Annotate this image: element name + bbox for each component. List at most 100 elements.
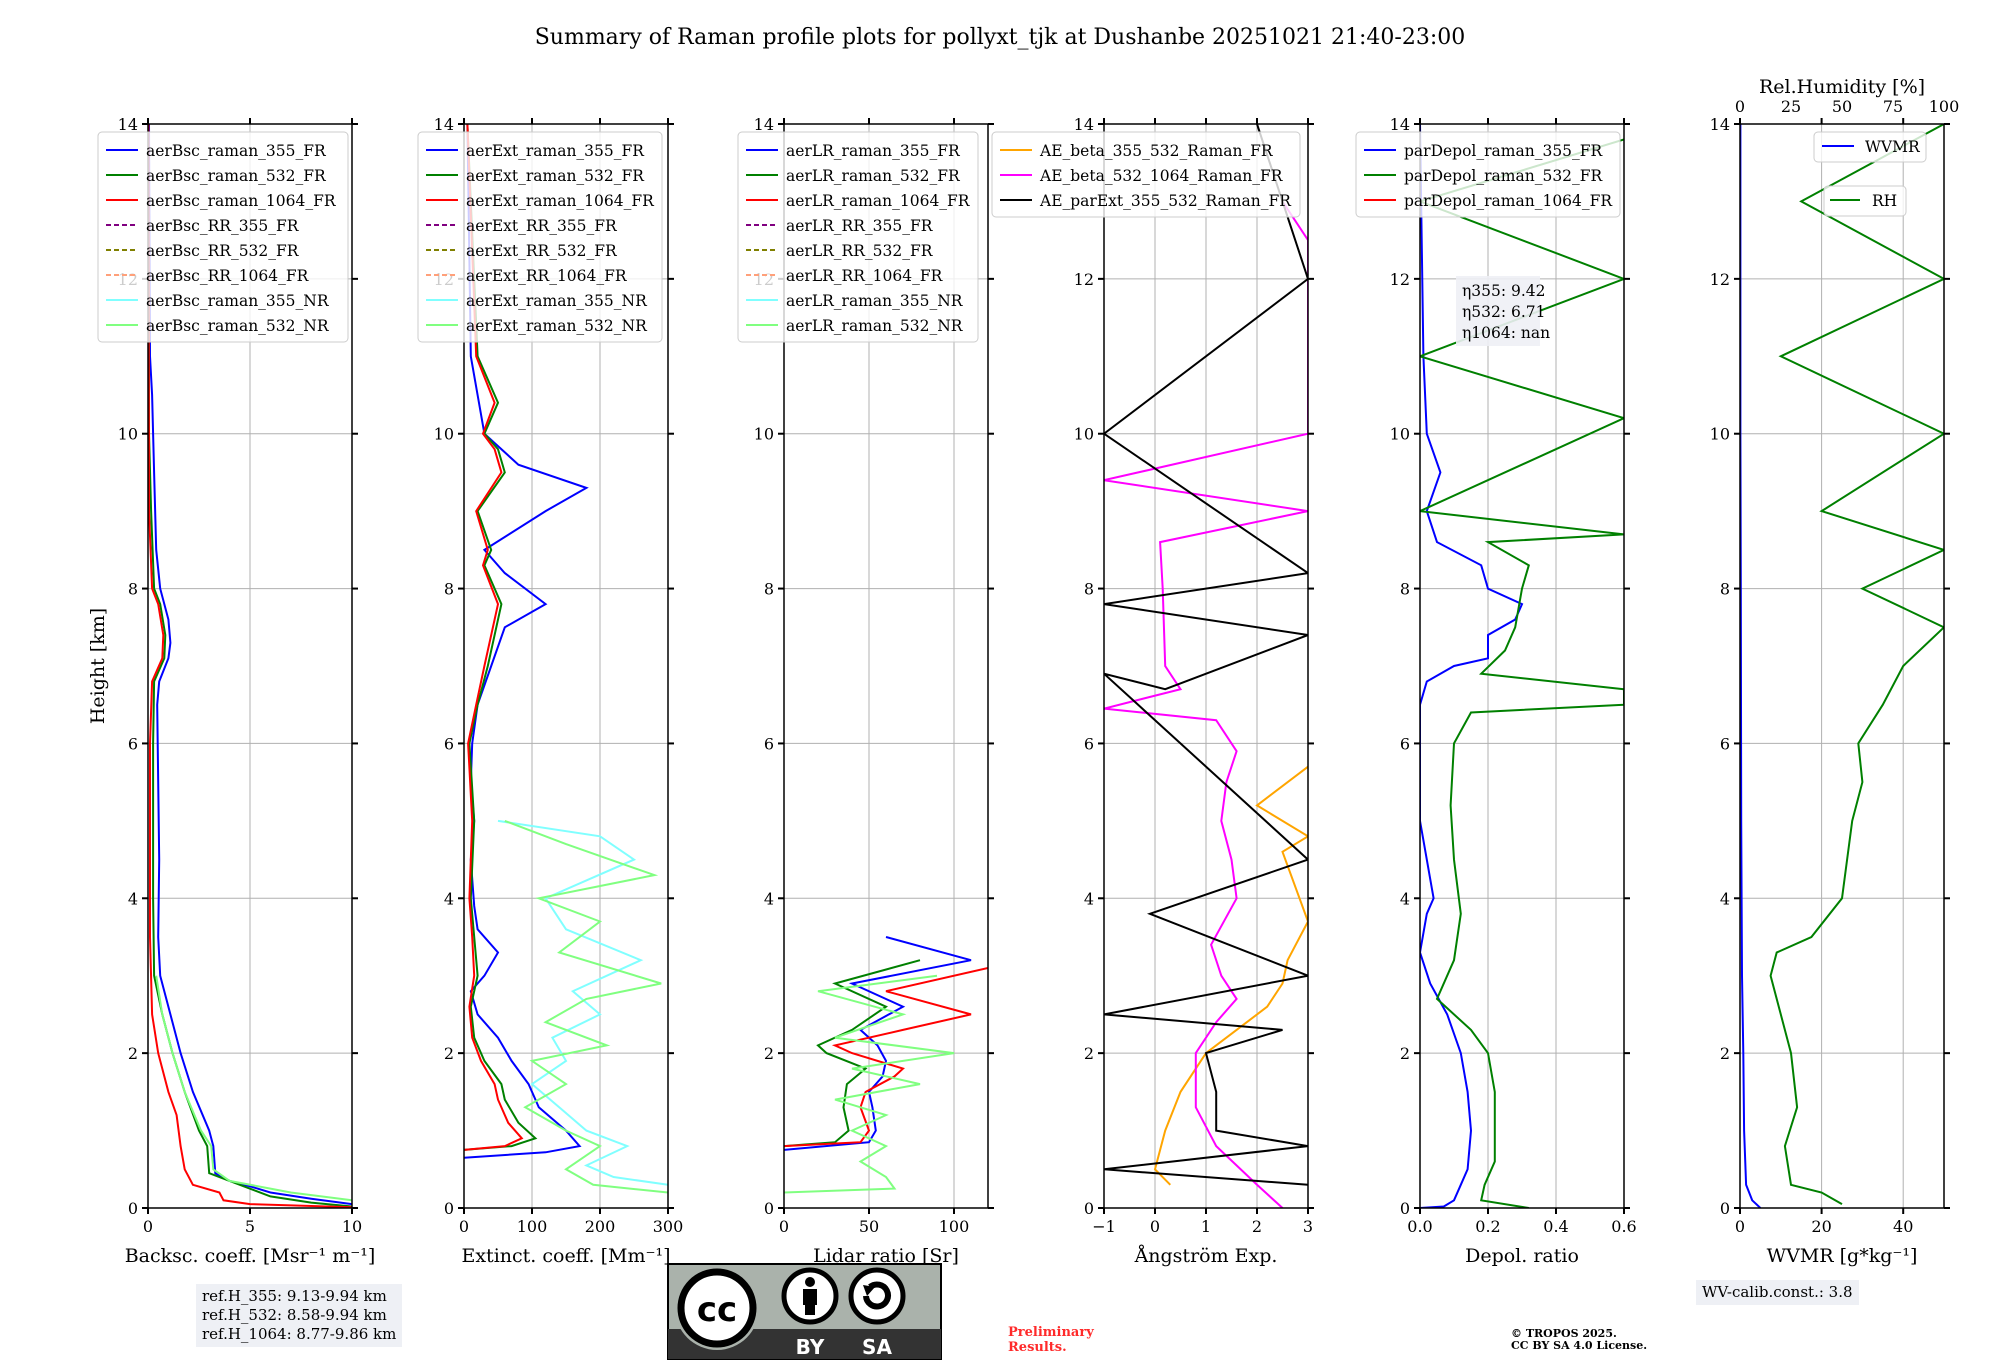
legend-box bbox=[97, 131, 349, 343]
y-tick-label: 4 bbox=[1084, 889, 1094, 908]
legend-label: aerExt_raman_532_NR bbox=[466, 317, 648, 335]
legend-label: AE_beta_532_1064_Raman_FR bbox=[1039, 167, 1284, 185]
x-tick-label: 200 bbox=[585, 1217, 616, 1236]
panel-lidar_ratio: 05010002468101214Lidar ratio [Sr]aerLR_r… bbox=[737, 115, 994, 1267]
legend-label: aerLR_raman_355_NR bbox=[786, 292, 964, 310]
y-tick-label: 6 bbox=[444, 734, 454, 753]
legend-label: AE_parExt_355_532_Raman_FR bbox=[1039, 192, 1292, 210]
y-tick-label: 12 bbox=[1074, 270, 1094, 289]
axes-frame bbox=[463, 123, 669, 1209]
legend-label: aerExt_raman_532_FR bbox=[466, 167, 645, 185]
x-tick-label: 300 bbox=[653, 1217, 684, 1236]
y-tick-label: 10 bbox=[754, 425, 774, 444]
series-line-AE_beta_532_1064_Raman_FR bbox=[1104, 200, 1308, 1208]
series-line-aerLR_raman_355_FR bbox=[784, 936, 972, 1151]
svg-text:cc: cc bbox=[697, 1290, 737, 1330]
legend-label: aerLR_raman_532_FR bbox=[786, 167, 961, 185]
cc-by-sa-badge: cc BY SA bbox=[667, 1263, 942, 1360]
y-tick-label: 8 bbox=[1400, 580, 1410, 599]
legend-label: aerBsc_RR_532_FR bbox=[146, 242, 300, 260]
legend-angstrom: AE_beta_355_532_Raman_FR AE_beta_532_1064… bbox=[991, 131, 1301, 218]
preliminary-results-note: Preliminary Results. bbox=[1008, 1325, 1094, 1355]
series-group bbox=[1104, 124, 1308, 1208]
y-tick-label: 0 bbox=[128, 1199, 138, 1218]
series-line-aerLR_raman_532_FR bbox=[784, 959, 921, 1148]
legend-label: aerBsc_raman_532_FR bbox=[146, 167, 327, 185]
legend-label: aerExt_RR_355_FR bbox=[466, 217, 618, 235]
legend-label: aerBsc_RR_355_FR bbox=[146, 217, 300, 235]
legend-label: aerBsc_raman_355_FR bbox=[146, 142, 327, 160]
y-tick-label: 2 bbox=[128, 1044, 138, 1063]
y-tick-label: 14 bbox=[1390, 115, 1410, 134]
x-tick-label: 0.4 bbox=[1543, 1217, 1568, 1236]
x2-tick-label: 50 bbox=[1832, 97, 1852, 116]
y-tick-label: 14 bbox=[1074, 115, 1094, 134]
series-group bbox=[148, 124, 352, 1208]
legend-label: aerLR_raman_1064_FR bbox=[786, 192, 971, 210]
annotation-box bbox=[1456, 276, 1540, 346]
series-line-aerExt_raman_532_FR bbox=[464, 124, 538, 1151]
legend-label: parDepol_raman_355_FR bbox=[1404, 142, 1604, 160]
x-axis-label: Backsc. coeff. [Msr⁻¹ m⁻¹] bbox=[125, 1245, 376, 1267]
series-group bbox=[464, 124, 668, 1194]
series-line-RH bbox=[1769, 124, 1944, 1205]
y-tick-label: 0 bbox=[444, 1199, 454, 1218]
y-tick-label: 8 bbox=[128, 580, 138, 599]
y-tick-label: 6 bbox=[764, 734, 774, 753]
axes-frame bbox=[1739, 123, 1945, 1209]
y-tick-label: 8 bbox=[1720, 580, 1730, 599]
annotation-line: η532: 6.71 bbox=[1462, 303, 1546, 321]
legend-backscatter: aerBsc_raman_355_FR aerBsc_raman_532_FRae… bbox=[97, 131, 349, 343]
series-line-aerExt_raman_532_NR bbox=[504, 819, 668, 1194]
x2-tick-label: 0 bbox=[1735, 97, 1745, 116]
x-axis-label: Extinct. coeff. [Mm⁻¹] bbox=[461, 1245, 670, 1267]
y-tick-label: 0 bbox=[1084, 1199, 1094, 1218]
x2-tick-label: 75 bbox=[1883, 97, 1903, 116]
y-tick-label: 10 bbox=[434, 425, 454, 444]
legend-label: parDepol_raman_1064_FR bbox=[1404, 192, 1613, 210]
annotation-line: η1064: nan bbox=[1462, 324, 1550, 342]
legend-label: parDepol_raman_532_FR bbox=[1404, 167, 1604, 185]
legend-label: aerBsc_RR_1064_FR bbox=[146, 267, 310, 285]
y-tick-label: 4 bbox=[1720, 889, 1730, 908]
legend-label: aerExt_raman_1064_FR bbox=[466, 192, 655, 210]
x-tick-label: 20 bbox=[1811, 1217, 1831, 1236]
legend-label: aerBsc_raman_355_NR bbox=[146, 292, 330, 310]
legend-label: aerBsc_raman_532_NR bbox=[146, 317, 330, 335]
x-axis-label: Depol. ratio bbox=[1465, 1245, 1579, 1267]
y-tick-label: 2 bbox=[444, 1044, 454, 1063]
copyright-line-1: © TROPOS 2025. bbox=[1511, 1327, 1617, 1340]
y-tick-label: 6 bbox=[128, 734, 138, 753]
reference-height-box: ref.H_355: 9.13-9.94 km ref.H_532: 8.58-… bbox=[196, 1284, 403, 1347]
legend-label: RH bbox=[1872, 192, 1897, 210]
y-tick-label: 0 bbox=[1720, 1199, 1730, 1218]
legend-rh: RH bbox=[1823, 185, 1907, 217]
x-tick-label: 0.6 bbox=[1611, 1217, 1636, 1236]
x-tick-label: 3 bbox=[1303, 1217, 1313, 1236]
panel-extinction: 010020030002468101214Extinct. coeff. [Mm… bbox=[417, 115, 684, 1267]
legend-label: aerLR_raman_532_NR bbox=[786, 317, 964, 335]
legend-label: aerExt_RR_532_FR bbox=[466, 242, 618, 260]
series-group bbox=[784, 936, 988, 1194]
legend-label: aerExt_raman_355_FR bbox=[466, 142, 645, 160]
series-line-aerBsc_raman_532_NR bbox=[155, 975, 352, 1202]
y-tick-label: 10 bbox=[1710, 425, 1730, 444]
y-tick-label: 14 bbox=[754, 115, 774, 134]
y-tick-label: 2 bbox=[764, 1044, 774, 1063]
share-alike-icon bbox=[848, 1267, 906, 1325]
legend-label: aerLR_RR_355_FR bbox=[786, 217, 934, 235]
figure-title: Summary of Raman profile plots for polly… bbox=[535, 25, 1466, 50]
series-line-AE_parExt_355_532_Raman_FR bbox=[1104, 124, 1308, 1186]
series-line-aerLR_raman_532_NR bbox=[784, 974, 955, 1194]
x-tick-label: 1 bbox=[1201, 1217, 1211, 1236]
badge-by-label: BY bbox=[796, 1335, 825, 1359]
y-tick-label: 6 bbox=[1084, 734, 1094, 753]
legend-box bbox=[1823, 185, 1907, 217]
y-axis-label: Height [km] bbox=[87, 608, 109, 724]
legend-box bbox=[417, 131, 663, 343]
series-line-aerBsc_raman_1064_FR bbox=[148, 124, 352, 1208]
y-tick-label: 2 bbox=[1720, 1044, 1730, 1063]
y-tick-label: 2 bbox=[1400, 1044, 1410, 1063]
